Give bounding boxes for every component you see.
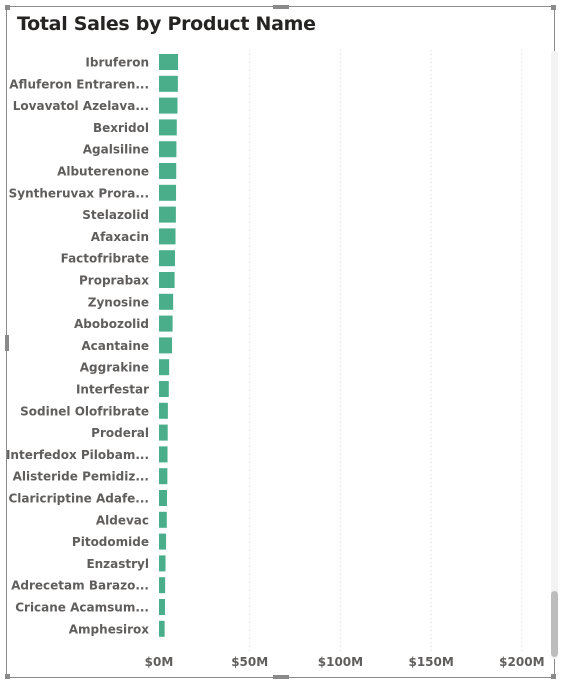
bar[interactable]: [159, 293, 174, 310]
bar[interactable]: [159, 555, 166, 572]
bar[interactable]: [159, 533, 167, 550]
y-category-label: Alisteride Pemidiz...: [13, 470, 149, 484]
vertical-scrollbar[interactable]: [551, 51, 558, 659]
y-category-label: Acantaine: [81, 339, 149, 353]
y-category-label: Enzastryl: [86, 557, 149, 571]
bar[interactable]: [159, 97, 178, 114]
resize-handle-middle-left[interactable]: [5, 335, 9, 351]
bar[interactable]: [159, 337, 173, 354]
bar[interactable]: [159, 250, 175, 267]
bar[interactable]: [159, 163, 177, 179]
y-category-label: Interfedox Pilobam...: [6, 448, 149, 462]
y-category-label: Afluferon Entraren...: [9, 77, 149, 91]
y-category-label: Albuterenone: [57, 165, 149, 179]
resize-handle-bottom-left[interactable]: [5, 674, 10, 679]
bar[interactable]: [159, 359, 170, 376]
y-category-label: Afaxacin: [91, 230, 149, 244]
resize-handle-top-right[interactable]: [551, 5, 556, 10]
y-category-label: Abobozolid: [74, 317, 149, 331]
bar[interactable]: [159, 468, 168, 485]
bar[interactable]: [159, 315, 173, 332]
bar[interactable]: [159, 206, 176, 223]
chart-visual[interactable]: Total Sales by Product Name: [5, 5, 558, 679]
y-category-label: Agalsiline: [83, 143, 149, 157]
bar[interactable]: [159, 184, 177, 201]
y-category-label: Claricriptine Adafe...: [8, 492, 149, 506]
bar[interactable]: [159, 446, 168, 463]
chart-title: Total Sales by Product Name: [17, 13, 316, 35]
x-tick-label: $0M: [145, 655, 174, 669]
y-category-label: Ibruferon: [85, 56, 149, 70]
bar[interactable]: [159, 599, 165, 615]
y-category-label: Factofribrate: [61, 252, 149, 266]
x-tick-label: $100M: [318, 655, 363, 669]
scrollbar-thumb[interactable]: [551, 591, 558, 657]
bar[interactable]: [159, 54, 179, 70]
x-tick-label: $150M: [408, 655, 453, 669]
y-category-label: Sodinel Olofribrate: [20, 404, 149, 418]
bar[interactable]: [159, 620, 165, 637]
bar[interactable]: [159, 228, 176, 245]
bar[interactable]: [159, 577, 166, 594]
bar[interactable]: [159, 381, 169, 397]
x-tick-label: $200M: [499, 655, 544, 669]
bar[interactable]: [159, 119, 177, 136]
resize-handle-top-center[interactable]: [273, 5, 289, 9]
bar[interactable]: [159, 75, 178, 92]
y-category-label: Zynosine: [88, 295, 149, 309]
y-category-label: Lovavatol Azelava...: [13, 99, 149, 113]
bar[interactable]: [159, 402, 168, 419]
y-category-label: Proderal: [91, 426, 149, 440]
y-category-label: Bexridol: [93, 121, 149, 135]
bar[interactable]: [159, 141, 177, 158]
y-category-label: Cricane Acamsum...: [15, 601, 149, 615]
y-category-label: Aldevac: [96, 513, 149, 527]
resize-handle-top-left[interactable]: [5, 5, 10, 10]
y-category-label: Amphesirox: [69, 622, 149, 636]
resize-handle-bottom-center[interactable]: [273, 675, 289, 679]
bar[interactable]: [159, 424, 168, 441]
resize-handle-bottom-right[interactable]: [551, 674, 556, 679]
y-category-label: Pitodomide: [72, 535, 149, 549]
y-category-label: Aggrakine: [80, 361, 149, 375]
bar[interactable]: [159, 272, 175, 288]
y-category-label: Adrecetam Barazo...: [11, 579, 149, 593]
x-tick-label: $50M: [231, 655, 268, 669]
bar[interactable]: [159, 511, 167, 528]
y-category-label: Proprabax: [79, 274, 149, 288]
bar[interactable]: [159, 490, 167, 506]
y-category-label: Syntheruvax Prora...: [9, 186, 149, 200]
y-category-label: Interfestar: [76, 383, 149, 397]
y-category-label: Stelazolid: [82, 208, 149, 222]
